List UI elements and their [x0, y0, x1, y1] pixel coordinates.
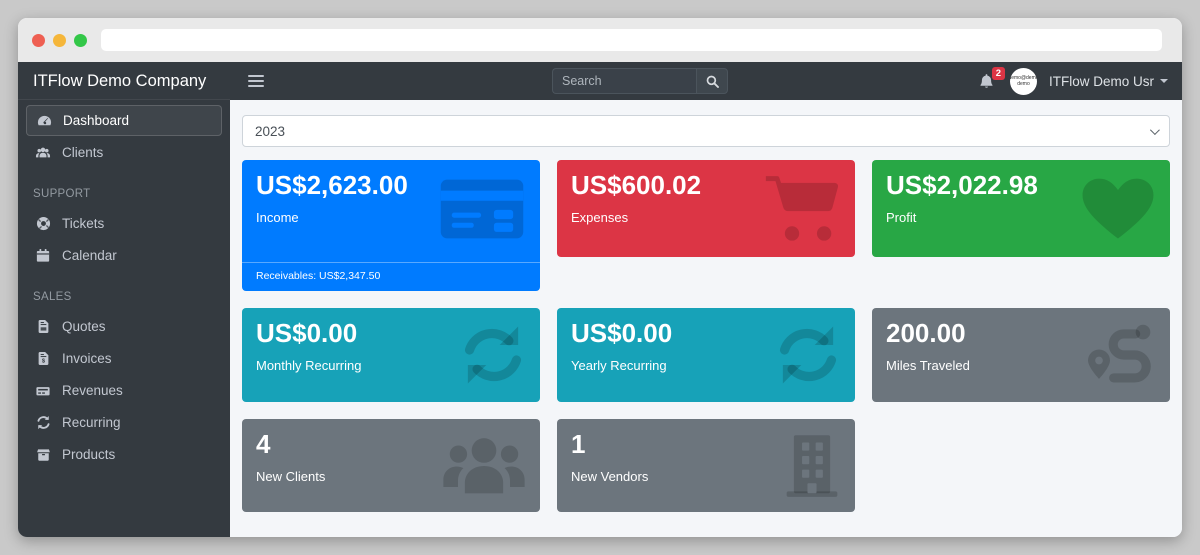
- file-invoice-dollar-icon: $: [33, 351, 53, 366]
- sidebar-item-label: Calendar: [62, 248, 117, 263]
- sidebar-item-calendar[interactable]: Calendar: [26, 240, 222, 271]
- miles-traveled-label: Miles Traveled: [886, 357, 970, 373]
- credit-card-icon: [438, 176, 526, 242]
- sidebar-item-label: Revenues: [62, 383, 123, 398]
- sync-icon: [460, 324, 526, 386]
- users-icon: [33, 145, 53, 160]
- miles-traveled-value: 200.00: [886, 318, 966, 348]
- sidebar-item-label: Quotes: [62, 319, 106, 334]
- new-clients-value: 4: [256, 429, 271, 459]
- shopping-cart-icon: [765, 174, 841, 244]
- monthly-recurring-value: US$0.00: [256, 318, 358, 348]
- new-clients-label: New Clients: [256, 468, 326, 484]
- url-bar[interactable]: [101, 29, 1162, 51]
- sidebar-nav: Dashboard Clients SUPPORT Tickets: [18, 100, 230, 476]
- browser-window: ITFlow Demo Company Dashboard Clients SU…: [18, 18, 1182, 537]
- stat-cards-grid: US$2,623.00 Income Receivables: US$2,347…: [242, 160, 1170, 512]
- user-name-label: ITFlow Demo Usr: [1048, 73, 1154, 89]
- users-icon: [442, 436, 526, 496]
- expenses-card: US$600.02 Expenses: [557, 160, 855, 257]
- close-window-button[interactable]: [32, 33, 45, 47]
- sidebar-section-support: SUPPORT: [33, 188, 91, 200]
- income-card: US$2,623.00 Income Receivables: US$2,347…: [242, 160, 540, 291]
- sidebar-item-quotes[interactable]: Quotes: [26, 311, 222, 342]
- expenses-label: Expenses: [571, 209, 629, 225]
- sync-icon: [775, 324, 841, 386]
- yearly-recurring-label: Yearly Recurring: [571, 357, 667, 373]
- user-menu-button[interactable]: ITFlow Demo Usr: [1049, 74, 1168, 89]
- chevron-down-icon: [1149, 124, 1160, 135]
- expenses-value: US$600.02: [571, 170, 702, 200]
- sidebar-item-recurring[interactable]: Recurring: [26, 407, 222, 438]
- notifications-button[interactable]: 2: [975, 67, 1005, 91]
- profit-card: US$2,022.98 Profit: [872, 160, 1170, 257]
- calendar-icon: [33, 248, 53, 263]
- yearly-recurring-card: US$0.00 Yearly Recurring: [557, 308, 855, 402]
- money-bill-icon: [33, 384, 53, 398]
- chevron-down-icon: [1160, 79, 1168, 83]
- tachometer-icon: [34, 113, 54, 128]
- sidebar-item-invoices[interactable]: $ Invoices: [26, 343, 222, 374]
- new-vendors-value: 1: [571, 429, 586, 459]
- heart-icon: [1080, 175, 1156, 243]
- yearly-recurring-value: US$0.00: [571, 318, 673, 348]
- maximize-window-button[interactable]: [74, 33, 87, 47]
- top-navbar: 2 demo@demo demo ITFlow Demo Usr: [230, 62, 1182, 100]
- sidebar-item-revenues[interactable]: Revenues: [26, 375, 222, 406]
- sidebar-item-label: Tickets: [62, 216, 105, 231]
- year-select-value: 2023: [255, 123, 286, 139]
- life-ring-icon: [33, 216, 53, 231]
- brand-link[interactable]: ITFlow Demo Company: [18, 62, 230, 100]
- bell-icon: [979, 73, 994, 89]
- new-vendors-card: 1 New Vendors: [557, 419, 855, 512]
- new-vendors-label: New Vendors: [571, 468, 649, 484]
- sidebar-item-label: Recurring: [62, 415, 121, 430]
- search-icon: [706, 75, 719, 88]
- avatar[interactable]: demo@demo demo: [1009, 67, 1037, 95]
- profit-value: US$2,022.98: [886, 170, 1038, 200]
- browser-chrome: [18, 18, 1182, 62]
- minimize-window-button[interactable]: [53, 33, 66, 47]
- sidebar-item-dashboard[interactable]: Dashboard: [26, 105, 222, 136]
- profit-label: Profit: [886, 209, 917, 225]
- file-quote-icon: [33, 319, 53, 334]
- sidebar-item-label: Products: [62, 447, 116, 462]
- avatar-text: demo@demo: [1010, 75, 1037, 81]
- search-group: [552, 68, 728, 94]
- search-input[interactable]: [552, 68, 696, 94]
- new-clients-card: 4 New Clients: [242, 419, 540, 512]
- sidebar-item-clients[interactable]: Clients: [26, 137, 222, 168]
- box-icon: [33, 448, 53, 462]
- sidebar-section-sales: SALES: [33, 291, 72, 303]
- sidebar: ITFlow Demo Company Dashboard Clients SU…: [18, 62, 230, 537]
- sidebar-item-products[interactable]: Products: [26, 439, 222, 470]
- search-button[interactable]: [696, 68, 728, 94]
- avatar-text: demo: [1017, 81, 1030, 87]
- sidebar-item-tickets[interactable]: Tickets: [26, 208, 222, 239]
- year-select[interactable]: 2023: [242, 115, 1170, 147]
- sync-icon: [33, 415, 53, 430]
- monthly-recurring-card: US$0.00 Monthly Recurring: [242, 308, 540, 402]
- income-receivables: Receivables: US$2,347.50: [242, 262, 540, 291]
- sidebar-toggle-button[interactable]: [248, 75, 264, 87]
- window-controls: [32, 33, 87, 47]
- miles-traveled-card: 200.00 Miles Traveled: [872, 308, 1170, 402]
- notifications-badge: 2: [991, 67, 1005, 80]
- sidebar-item-label: Clients: [62, 145, 104, 160]
- sidebar-item-label: Invoices: [62, 351, 112, 366]
- svg-text:$: $: [41, 359, 45, 365]
- sidebar-item-label: Dashboard: [63, 113, 130, 128]
- income-value: US$2,623.00: [256, 170, 408, 200]
- building-icon: [783, 433, 841, 499]
- route-icon: [1086, 322, 1156, 388]
- income-label: Income: [256, 209, 299, 225]
- dashboard-content: 2023 US$2,623.00 Income Receivables: US$…: [230, 100, 1182, 537]
- monthly-recurring-label: Monthly Recurring: [256, 357, 362, 373]
